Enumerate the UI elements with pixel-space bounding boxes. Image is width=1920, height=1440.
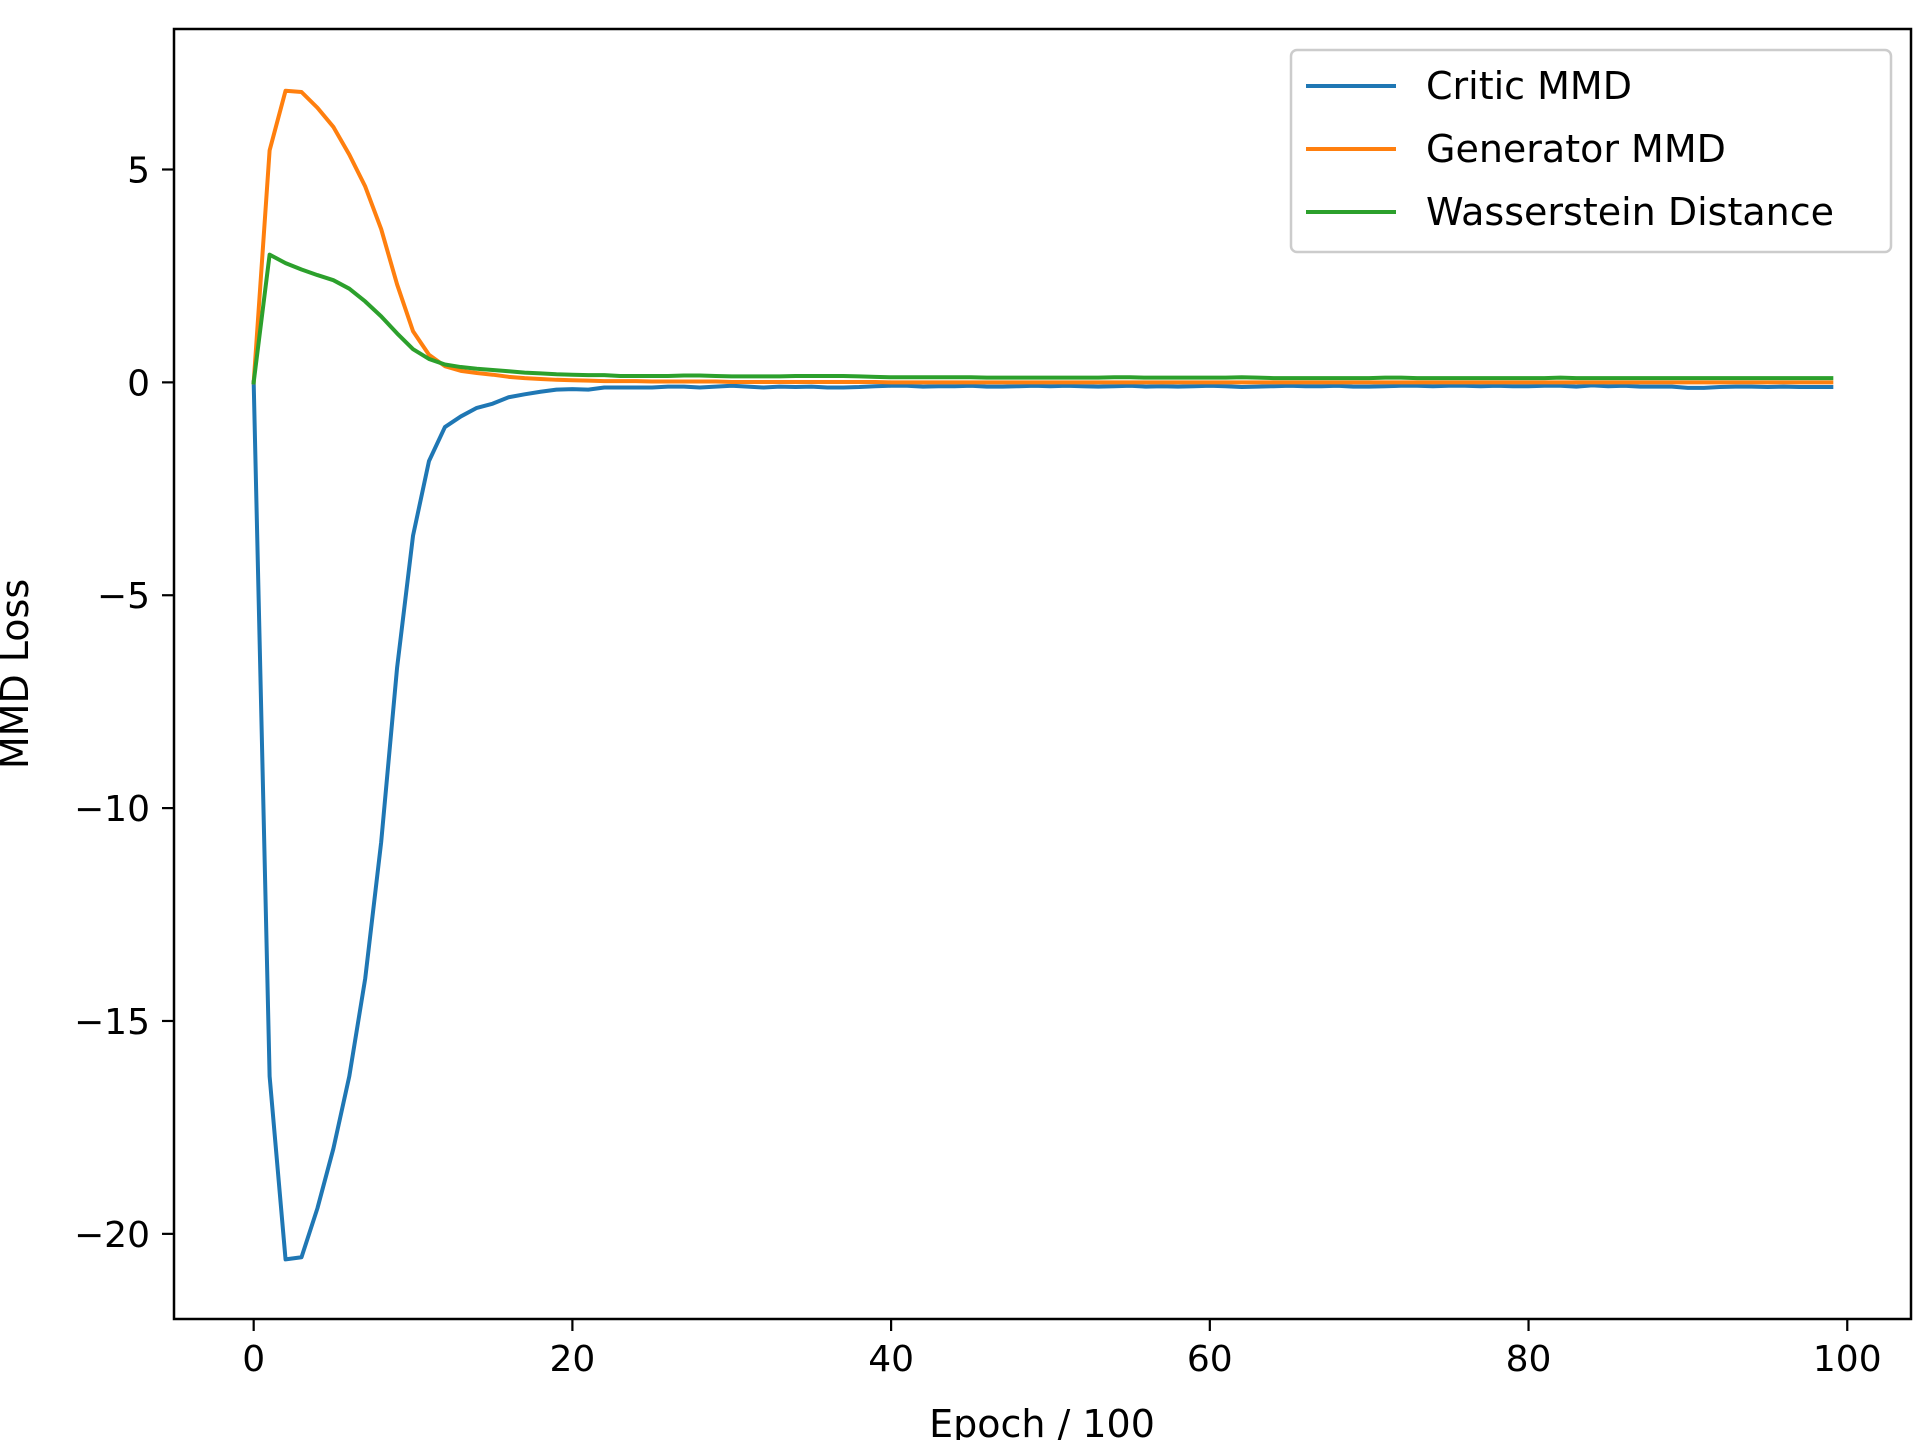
legend-box [1289,48,1893,254]
y-axis-label: MMD Loss [0,579,37,769]
x-tick-label: 60 [1187,1339,1233,1380]
x-axis-label: Epoch / 100 [929,1402,1155,1440]
y-tick-label: −10 [74,789,150,830]
x-tick-label: 0 [242,1339,265,1380]
x-tick-label: 80 [1506,1339,1552,1380]
x-tick-label: 20 [549,1339,595,1380]
x-axis-ticks: 0 20 40 60 80 100 [242,1319,1882,1380]
y-tick-label: −20 [74,1215,150,1256]
x-tick-label: 40 [868,1339,914,1380]
series-line-generator-mmd [251,88,1834,385]
legend-label-wasserstein-distance: Wasserstein Distance [1426,190,1834,234]
legend: Critic MMD Generator MMD Wasserstein Dista… [1289,48,1893,254]
plot-frame [172,27,1913,1321]
series-layer [251,88,1834,1262]
y-tick-label: −5 [97,576,150,617]
x-tick-label: 100 [1813,1339,1882,1380]
series-line-critic-mmd [251,380,1834,1262]
y-tick-label: 5 [127,150,150,191]
y-tick-label: −15 [74,1002,150,1043]
series-line-wasserstein-distance [251,252,1834,385]
y-tick-label: 0 [127,363,150,404]
legend-label-generator-mmd: Generator MMD [1426,127,1726,171]
y-axis-ticks: 5 0 −5 −10 −15 −20 [74,150,174,1256]
legend-label-critic-mmd: Critic MMD [1426,64,1632,108]
